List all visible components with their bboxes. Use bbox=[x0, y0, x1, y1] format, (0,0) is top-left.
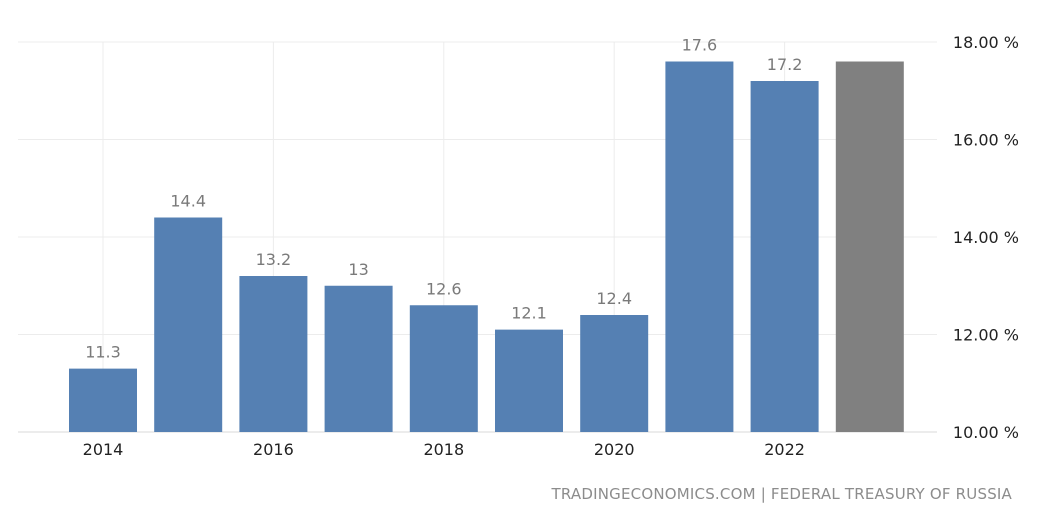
bar bbox=[324, 285, 393, 432]
bar bbox=[750, 81, 819, 432]
data-label: 17.6 bbox=[682, 36, 718, 55]
y-tick-label: 12.00 % bbox=[953, 326, 1019, 345]
x-tick-label: 2018 bbox=[423, 440, 464, 459]
bar bbox=[665, 61, 734, 432]
bar bbox=[239, 276, 308, 432]
x-tick-label: 2016 bbox=[253, 440, 294, 459]
data-label: 17.2 bbox=[767, 55, 803, 74]
data-label: 12.4 bbox=[596, 289, 632, 308]
y-tick-label: 18.00 % bbox=[953, 33, 1019, 52]
data-label: 11.3 bbox=[85, 343, 121, 362]
x-axis-ticks: 2014 2016 2018 2020 2022 bbox=[83, 440, 805, 459]
data-label: 12.6 bbox=[426, 279, 462, 298]
bar bbox=[409, 305, 478, 432]
forecast-bar bbox=[835, 61, 904, 432]
data-label: 12.1 bbox=[511, 304, 547, 323]
y-tick-label: 14.00 % bbox=[953, 228, 1019, 247]
x-tick-label: 2020 bbox=[594, 440, 635, 459]
data-label: 14.4 bbox=[170, 192, 206, 211]
bar-series bbox=[69, 61, 904, 432]
bar bbox=[154, 217, 223, 432]
y-tick-label: 16.00 % bbox=[953, 131, 1019, 150]
y-tick-label: 10.00 % bbox=[953, 423, 1019, 442]
bar bbox=[69, 368, 137, 432]
x-tick-label: 2022 bbox=[764, 440, 805, 459]
data-labels: 11.3 14.4 13.2 13 12.6 12.1 12.4 17.6 17.2 bbox=[85, 36, 802, 362]
bar bbox=[580, 315, 649, 432]
source-attribution: TRADINGECONOMICS.COM | FEDERAL TREASURY … bbox=[551, 485, 1012, 503]
data-label: 13.2 bbox=[256, 250, 292, 269]
data-label: 13 bbox=[348, 260, 368, 279]
x-tick-label: 2014 bbox=[83, 440, 124, 459]
bar bbox=[495, 329, 563, 432]
y-axis-ticks: 10.00 % 12.00 % 14.00 % 16.00 % 18.00 % bbox=[953, 33, 1019, 442]
